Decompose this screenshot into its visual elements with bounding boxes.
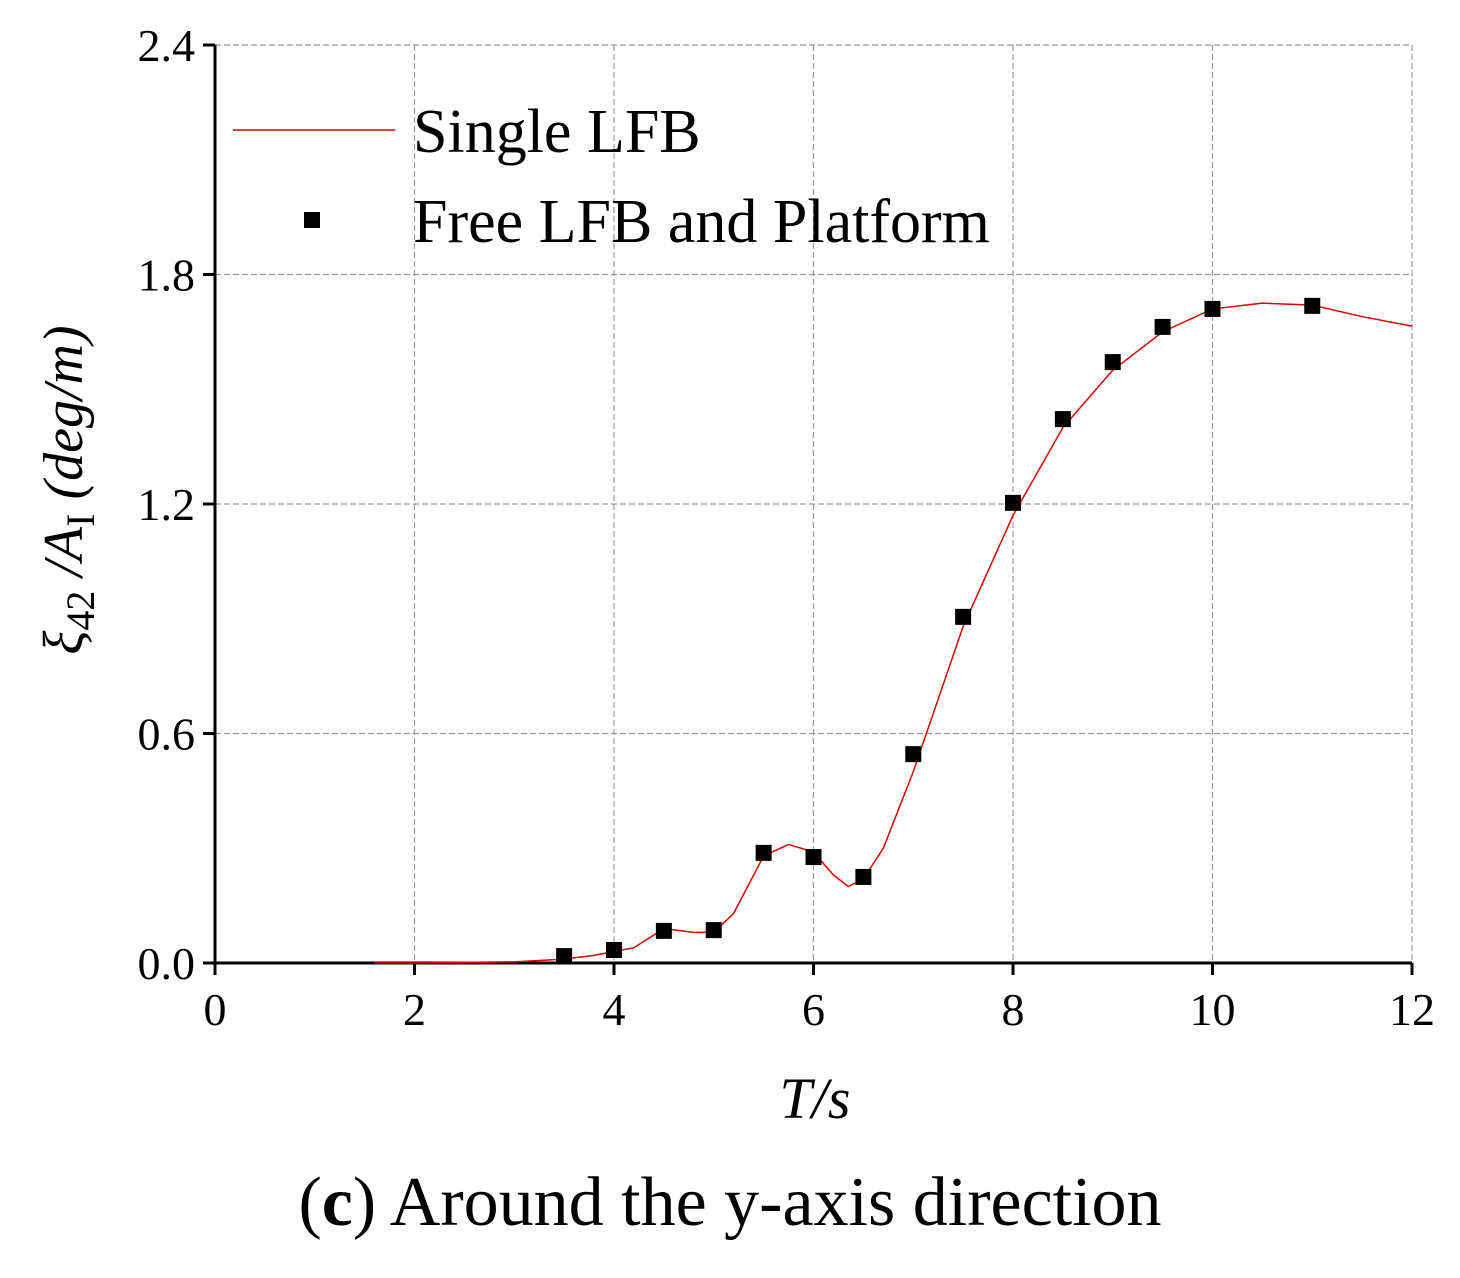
data-point: [1304, 297, 1321, 314]
x-tick-label: 0: [204, 984, 227, 1035]
data-point: [955, 608, 972, 625]
data-point: [1054, 411, 1071, 428]
data-point: [855, 868, 872, 885]
y-tick-label: 0.6: [138, 709, 196, 760]
y-label-sub2: I: [58, 514, 103, 527]
y-tick-label: 1.2: [138, 479, 196, 530]
y-tick-label: 0.0: [138, 938, 196, 989]
legend-label: Single LFB: [413, 98, 701, 166]
data-line: [374, 302, 1413, 964]
x-axis-label: T/s: [780, 1066, 851, 1131]
data-point: [606, 941, 622, 958]
y-label-sub: 42: [58, 591, 103, 631]
data-point: [805, 849, 822, 866]
data-point: [556, 948, 573, 965]
legend-label: Free LFB and Platform: [413, 188, 990, 256]
data-point: [705, 922, 722, 939]
data-point: [655, 922, 672, 939]
y-label-mid: /A: [33, 526, 95, 591]
x-tick-label: 8: [1002, 984, 1025, 1035]
caption-part: (: [298, 1164, 321, 1241]
data-point: [1005, 494, 1021, 511]
caption-part: ) Around the y-axis direction: [353, 1164, 1162, 1241]
x-tick-label: 6: [802, 984, 825, 1035]
y-label-symbol: ξ: [33, 631, 95, 655]
caption-part: c: [322, 1164, 353, 1241]
data-point: [1104, 354, 1121, 371]
legend-marker: [304, 212, 320, 228]
y-axis-label: ξ42 /AI (deg/m): [33, 325, 103, 654]
x-tick-label: 4: [603, 984, 626, 1035]
x-tick-label: 10: [1190, 984, 1236, 1035]
data-point: [905, 746, 922, 763]
y-tick-label: 1.8: [138, 250, 196, 301]
y-label-unit: (deg/m): [33, 325, 95, 513]
data-point: [1154, 318, 1171, 335]
y-tick-label: 2.4: [138, 20, 196, 71]
x-tick-label: 12: [1389, 984, 1435, 1035]
data-point: [1204, 300, 1221, 317]
caption: (c) Around the y-axis direction: [298, 1164, 1161, 1241]
x-tick-label: 2: [403, 984, 426, 1035]
data-point: [755, 844, 772, 861]
